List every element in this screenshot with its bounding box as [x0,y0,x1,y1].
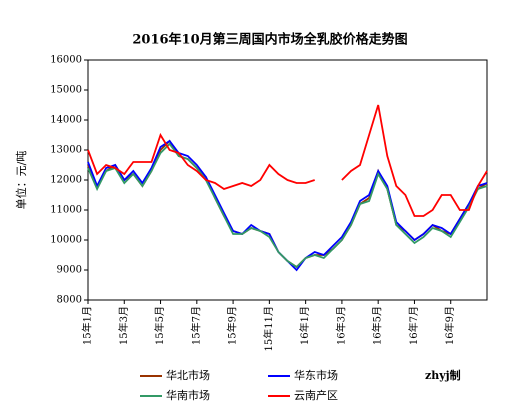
y-tick-label: 9000 [57,265,82,276]
y-tick-label: 12000 [50,175,82,186]
x-tick-label: 15年11月 [262,306,275,351]
y-axis-label: 单位：元/吨 [14,151,28,210]
x-tick-label: 16年1月 [298,306,311,345]
y-tick-label: 16000 [50,55,82,66]
x-tick-label: 16年5月 [371,306,384,345]
series-line [87,142,488,269]
x-tick-label: 15年1月 [81,306,94,345]
x-tick-label: 15年5月 [153,306,166,345]
x-tick-label: 16年3月 [334,306,347,345]
x-tick-label: 15年9月 [226,306,239,345]
y-tick-label: 11000 [50,205,82,216]
legend-label: 华南市场 [166,388,210,402]
chart-title: 2016年10月第三周国内市场全乳胶价格走势图 [132,32,407,48]
series-line [87,139,488,269]
x-tick-label: 15年3月 [117,306,130,345]
legend-label: 华北市场 [166,368,210,382]
series-line [87,139,488,272]
y-tick-label: 14000 [50,115,82,126]
x-tick-label: 16年7月 [407,306,420,345]
y-tick-label: 13000 [50,145,82,156]
x-tick-label: 16年9月 [443,306,456,345]
x-tick-label: 15年7月 [189,306,202,345]
note: zhyj制 [425,368,461,382]
legend-label: 云南产区 [294,388,338,402]
series-line [87,104,488,217]
y-tick-label: 8000 [57,295,82,306]
legend-label: 华东市场 [294,368,338,382]
y-tick-label: 15000 [50,85,82,96]
y-tick-label: 10000 [50,235,82,246]
